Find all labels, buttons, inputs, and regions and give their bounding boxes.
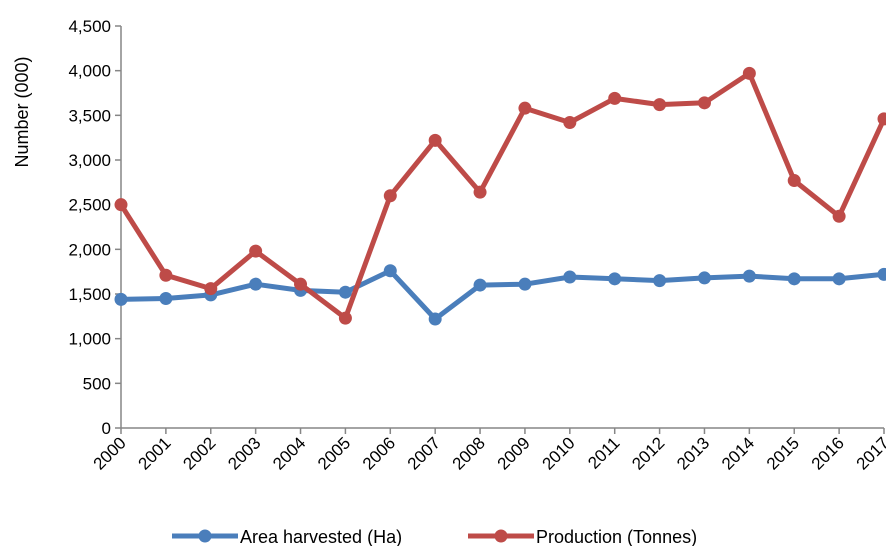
data-point [338,285,352,299]
data-point [159,268,173,282]
series-line [118,70,886,321]
data-point [653,98,667,112]
y-tick-label: 3,500 [68,106,111,125]
x-tick-label: 2009 [494,433,534,473]
series-line [120,268,885,322]
x-tick-label: 2005 [314,433,354,473]
y-tick-label: 1,500 [68,285,111,304]
x-tick-label: 2017 [853,433,886,473]
x-tick-label: 2011 [584,433,623,472]
x-tick-label: 2012 [628,433,668,473]
data-point [563,115,577,129]
x-tick-label: 2003 [224,433,264,473]
y-tick-label: 3,000 [68,151,111,170]
x-tick-label: 2016 [808,433,848,473]
x-tick-label: 2015 [763,433,803,473]
y-tick-label: 4,000 [68,62,111,81]
data-point [383,189,397,203]
data-point [294,277,308,291]
data-point [832,272,846,286]
legend-label: Production (Tonnes) [536,527,697,546]
data-point [114,198,128,212]
data-point [428,312,442,326]
legend-marker [494,529,508,543]
y-tick-label: 0 [102,419,111,438]
data-point [383,264,397,278]
data-point [473,278,487,292]
x-tick-label: 2006 [359,433,399,473]
plot-area [114,66,886,326]
data-point [473,185,487,199]
x-tick-label: 2004 [269,433,309,473]
y-tick-label: 500 [83,374,111,393]
legend-marker [198,529,212,543]
x-tick-label: 2014 [718,433,758,473]
data-point [608,91,622,105]
x-tick-label: 2013 [673,433,713,473]
data-point [249,244,263,258]
data-point [787,272,801,286]
legend-label: Area harvested (Ha) [240,527,402,546]
data-point [697,96,711,110]
data-point [832,209,846,223]
y-tick-label: 1,000 [68,330,111,349]
data-point [877,112,886,126]
y-tick-label: 2,500 [68,196,111,215]
data-point [563,270,577,284]
data-point [697,271,711,285]
data-point [877,267,886,281]
x-tick-label: 2007 [404,433,444,473]
y-axis-title: Number (000) [12,56,32,167]
y-tick-label: 2,000 [68,240,111,259]
data-point [742,66,756,80]
x-tick-label: 2001 [135,433,175,473]
x-tick-label: 2000 [90,433,130,473]
data-point [428,133,442,147]
data-point [787,174,801,188]
x-axis: 2000 2001 2002 2003 2004 2005 2006 2007 2008 2009… [90,428,886,474]
x-tick-label: 2008 [449,433,489,473]
y-axis: 0 500 1,000 1,500 2,000 2,500 3,000 3,500 4,000 4… [68,17,121,438]
data-point [653,274,667,288]
y-tick-label: 4,500 [68,17,111,36]
data-point [114,292,128,306]
data-point [249,277,263,291]
x-tick-label: 2002 [179,433,219,473]
data-point [608,272,622,286]
data-point [518,277,532,291]
data-point [338,311,352,325]
data-point [518,101,532,115]
legend: Area harvested (Ha) Production (Tonnes) [172,527,697,546]
data-point [159,291,173,305]
data-point [204,282,218,296]
data-point [742,269,756,283]
x-tick-label: 2010 [538,433,578,473]
